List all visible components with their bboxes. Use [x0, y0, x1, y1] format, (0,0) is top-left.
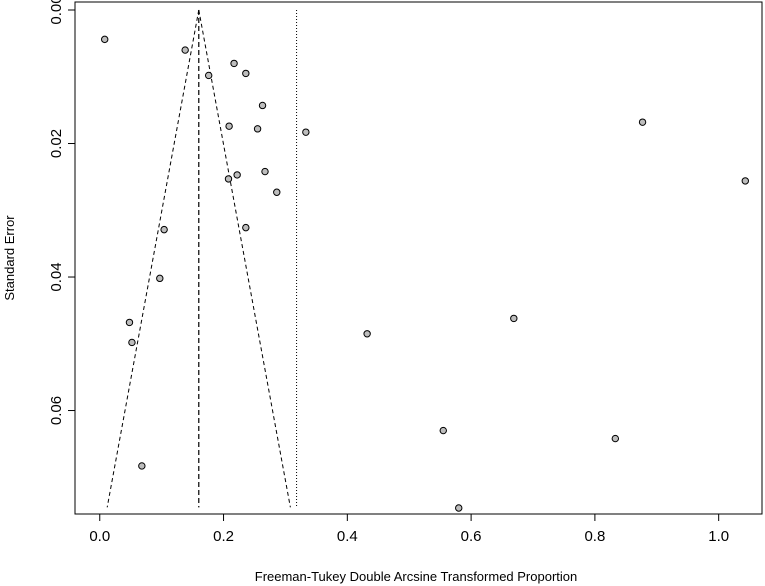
data-point [611, 434, 620, 443]
data-point [128, 338, 136, 347]
data-point [242, 69, 250, 78]
data-point [258, 101, 267, 110]
plot-frame [74, 1, 763, 515]
y-tick-label: 0.06 [48, 396, 65, 425]
data-point [638, 118, 647, 126]
data-point [181, 46, 189, 54]
y-tick-label: 0.00 [48, 0, 65, 25]
data-point [156, 274, 164, 283]
data-point [230, 59, 238, 68]
data-point [261, 167, 269, 176]
data-point [224, 175, 233, 183]
data-point [101, 35, 109, 44]
x-axis-title: Freeman-Tukey Double Arcsine Transformed… [255, 569, 578, 584]
data-point [204, 71, 213, 80]
x-tick-label: 1.0 [708, 528, 729, 545]
data-point [741, 177, 749, 185]
funnel-right-line [198, 9, 291, 508]
data-point [160, 225, 168, 234]
data-point [510, 314, 518, 323]
x-tick-label: 0.0 [89, 528, 110, 545]
data-point [225, 122, 233, 130]
y-tick-label: 0.02 [48, 129, 65, 158]
y-axis: 0.00 0.02 0.04 0.06 [48, 0, 75, 425]
data-point [253, 125, 262, 133]
data-point [302, 128, 310, 136]
data-point [138, 462, 146, 470]
x-tick-label: 0.8 [584, 528, 605, 545]
x-tick-label: 0.6 [461, 528, 482, 545]
data-point [233, 171, 241, 179]
data-point [273, 188, 281, 196]
data-point [242, 223, 250, 232]
data-point [363, 330, 371, 338]
data-point [125, 318, 134, 327]
y-axis-title: Standard Error [2, 215, 17, 301]
x-axis: 0.0 0.2 0.4 0.6 0.8 1.0 [89, 514, 729, 545]
x-tick-label: 0.2 [213, 528, 234, 545]
data-point [439, 426, 447, 435]
reference-lines [106, 9, 298, 508]
x-tick-label: 0.4 [337, 528, 358, 545]
data-point [455, 504, 463, 512]
y-tick-label: 0.04 [48, 262, 65, 291]
data-points [101, 35, 749, 512]
funnel-left-line [106, 9, 200, 508]
